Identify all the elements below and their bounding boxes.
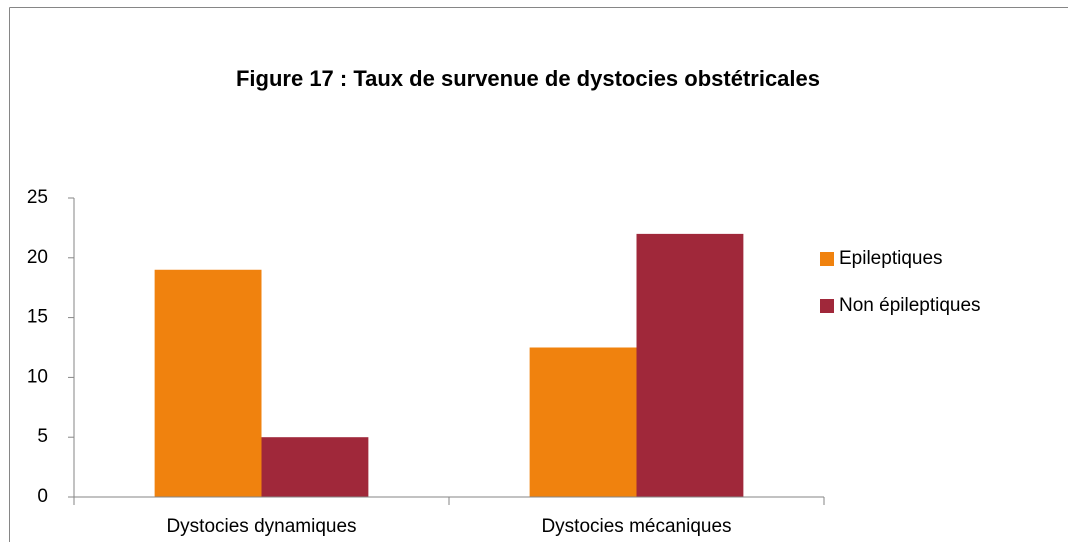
x-tick-label: Dystocies mécaniques [541, 516, 731, 537]
legend-swatch [820, 299, 834, 313]
chart-title: Figure 17 : Taux de survenue de dystocie… [236, 66, 820, 91]
y-tick-label: 5 [37, 426, 48, 447]
y-tick-label: 20 [27, 247, 48, 268]
y-tick-label: 0 [37, 486, 48, 507]
y-tick-label: 15 [27, 307, 48, 328]
legend-label: Non épileptiques [839, 295, 981, 316]
legend-label: Epileptiques [839, 248, 943, 269]
bar [154, 269, 262, 497]
bar [261, 437, 369, 497]
y-tick-label: 25 [27, 187, 48, 208]
bar [529, 347, 637, 497]
x-tick-label: Dystocies dynamiques [166, 516, 356, 537]
y-tick-label: 10 [27, 366, 48, 387]
bar [636, 233, 744, 497]
legend-swatch [820, 252, 834, 266]
